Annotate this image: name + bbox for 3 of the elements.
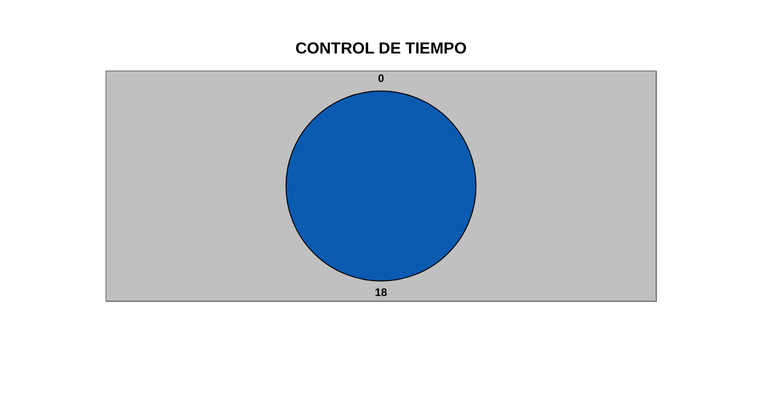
text: 0 bbox=[378, 73, 384, 85]
data-label: 18 bbox=[374, 287, 388, 299]
chart-title: CONTROL DE TIEMPO bbox=[295, 40, 467, 58]
